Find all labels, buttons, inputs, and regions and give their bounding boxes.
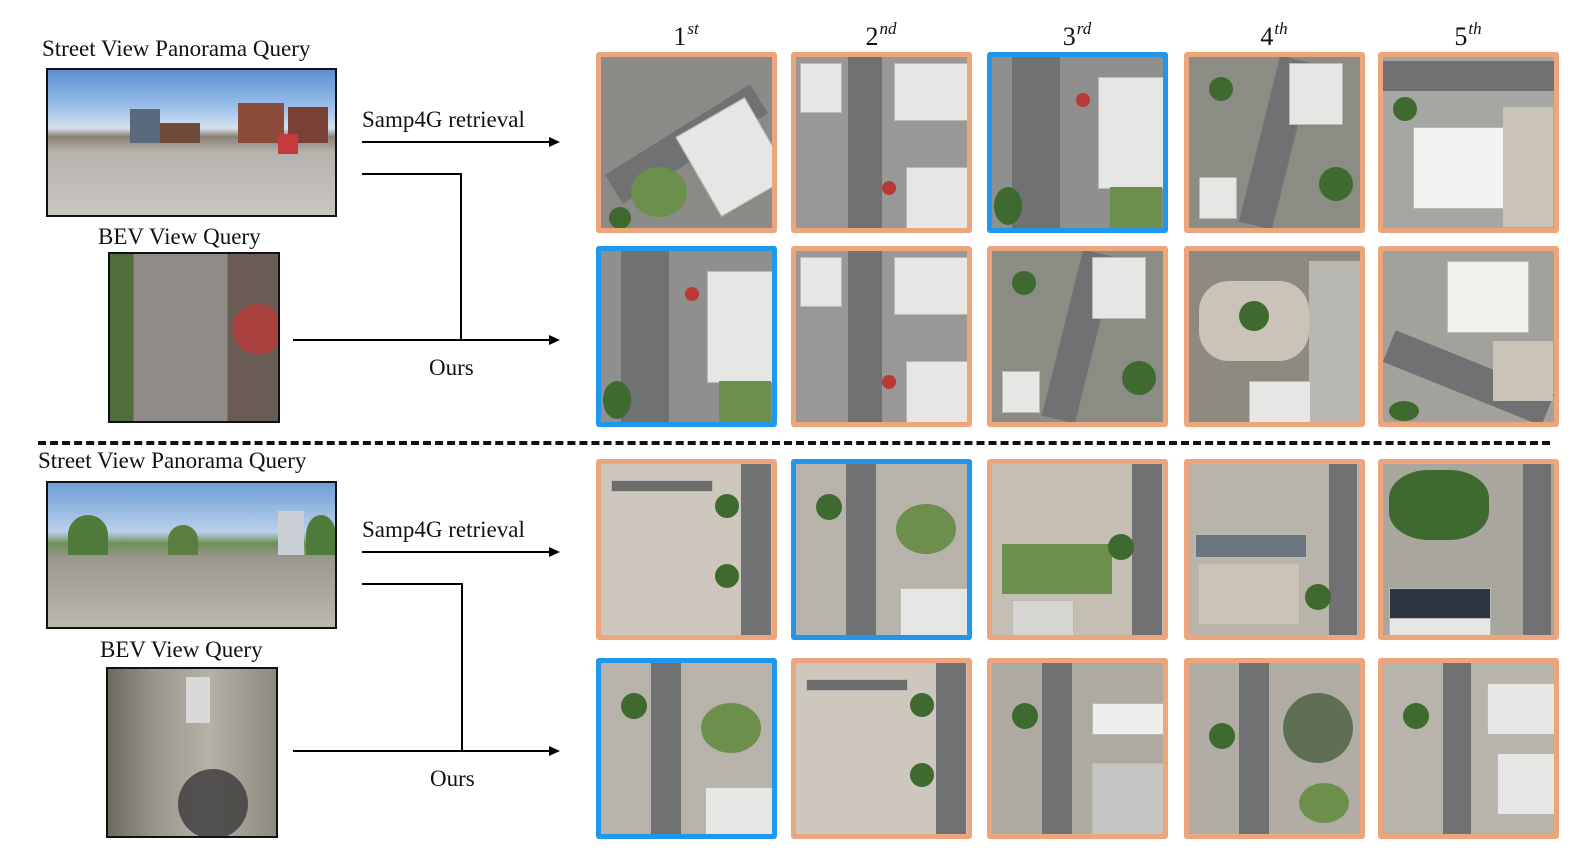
bev-query-image-1: [108, 252, 280, 423]
ours-arrow-2: [293, 750, 549, 752]
pano-query-label-2: Street View Panorama Query: [38, 448, 307, 473]
result-tile-ex1-ours-5: [1378, 246, 1559, 427]
result-tile-ex2-baseline-2: [791, 459, 972, 640]
rank-header-1: 1st: [673, 19, 699, 51]
result-tile-ex1-baseline-4: [1184, 52, 1365, 233]
baseline-label-2: Samp4G retrieval: [362, 517, 525, 542]
baseline-arrow-2: [362, 551, 549, 553]
rank-header-4: 4th: [1260, 19, 1288, 51]
connector-1a: [362, 173, 462, 175]
result-tile-ex1-baseline-5: [1378, 52, 1559, 233]
result-tile-ex1-ours-2: [791, 246, 972, 427]
rank-header-3: 3rd: [1062, 19, 1092, 51]
rank-header-5: 5th: [1454, 19, 1482, 51]
ours-arrow-head-1: [549, 335, 560, 345]
bev-query-label-1: BEV View Query: [98, 224, 261, 249]
result-tile-ex2-baseline-5: [1378, 459, 1559, 640]
example-separator: [38, 441, 1550, 445]
connector-2a: [362, 583, 463, 585]
result-tile-ex2-ours-5: [1378, 658, 1559, 839]
result-tile-ex2-ours-1: [596, 658, 777, 839]
result-tile-ex1-baseline-1: [596, 52, 777, 233]
result-tile-ex2-ours-4: [1184, 658, 1365, 839]
result-tile-ex1-baseline-3: [987, 52, 1168, 233]
baseline-arrow-1: [362, 141, 549, 143]
baseline-label-1: Samp4G retrieval: [362, 107, 525, 132]
result-tile-ex1-ours-3: [987, 246, 1168, 427]
result-tile-ex2-ours-2: [791, 658, 972, 839]
connector-1b: [460, 173, 462, 340]
pano-query-image-1: [46, 68, 337, 217]
pano-query-label-1: Street View Panorama Query: [42, 36, 311, 61]
ours-label-2: Ours: [430, 766, 475, 791]
baseline-arrow-head-2: [549, 547, 560, 557]
result-tile-ex1-ours-1: [596, 246, 777, 427]
result-tile-ex2-baseline-3: [987, 459, 1168, 640]
result-tile-ex1-ours-4: [1184, 246, 1365, 427]
result-tile-ex2-baseline-4: [1184, 459, 1365, 640]
ours-label-1: Ours: [429, 355, 474, 380]
result-tile-ex2-ours-3: [987, 658, 1168, 839]
baseline-arrow-head-1: [549, 137, 560, 147]
result-tile-ex1-baseline-2: [791, 52, 972, 233]
result-tile-ex2-baseline-1: [596, 459, 777, 640]
connector-2b: [461, 583, 463, 751]
bev-query-image-2: [106, 667, 278, 838]
pano-query-image-2: [46, 481, 337, 629]
bev-query-label-2: BEV View Query: [100, 637, 263, 662]
rank-header-2: 2nd: [865, 19, 897, 51]
ours-arrow-head-2: [549, 746, 560, 756]
ours-arrow-1: [293, 339, 549, 341]
